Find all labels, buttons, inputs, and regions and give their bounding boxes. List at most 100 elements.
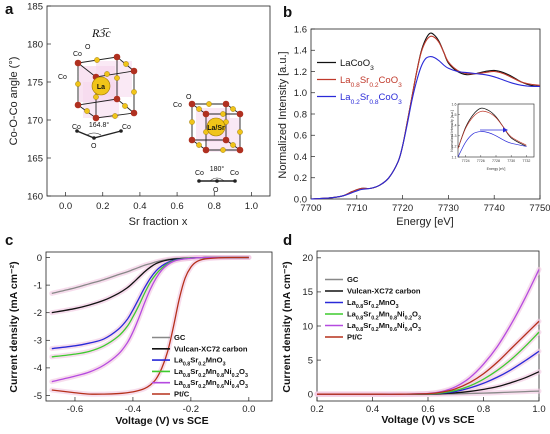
y-tick-label: 0 (308, 389, 313, 400)
series-error-band-2 (49, 254, 252, 352)
panel-label-b: b (283, 4, 292, 21)
panel-b: 7700 7710 7720 7730 7740 7750 0.0 0.2 0.4 0.6 0.8 1… (277, 24, 550, 228)
legend-label: GC (347, 275, 359, 284)
legend-label: La0.8Sr0.2Mn0.6Ni0.4O3 (347, 321, 421, 333)
co-atom (233, 179, 237, 183)
legend-label: Vulcan-XC72 carbon (174, 344, 248, 353)
angle-arc (86, 132, 102, 136)
x-tick-label: 0.4 (366, 404, 379, 415)
la-site-atom (91, 76, 111, 96)
y-tick-label: 1.2 (294, 67, 307, 78)
y-tick-label: 175 (27, 77, 43, 88)
inset-series-line-2 (457, 131, 527, 158)
inset-x-tick-label: 7732 (522, 159, 530, 163)
panel-a-xlabel: Sr fraction x (129, 216, 188, 228)
o-atom (237, 129, 243, 135)
y-tick-label: 0.6 (294, 131, 307, 142)
co-atom (130, 67, 138, 75)
inset-y-tick-label: 1.3 (452, 134, 457, 138)
o-atom (215, 179, 219, 183)
inset-x-tick-label: 7726 (477, 159, 485, 163)
legend-label: Pt/C (347, 333, 363, 342)
panel-d: 0.2 0.4 0.6 0.8 1.0 0 5 10 15 20 Voltage (V) vs S… (281, 250, 546, 426)
co-atom (236, 146, 244, 154)
y-tick-label: 20 (302, 253, 313, 264)
panel-label-c: c (5, 232, 13, 249)
y-tick-label: 0.4 (294, 152, 307, 163)
panel-a-ylabel: Co-O-Co angle (°) (8, 57, 20, 146)
x-tick-label: 7750 (529, 203, 550, 214)
x-tick-label: 0.8 (477, 404, 490, 415)
panel-a-frame (46, 5, 271, 197)
x-tick-label: 0.8 (208, 201, 221, 212)
y-tick-label: 0.0 (294, 194, 307, 205)
o-atom (131, 89, 137, 95)
co-atom (188, 136, 196, 144)
x-tick-label: 7720 (392, 203, 413, 214)
co-atom (188, 100, 196, 108)
legend-label: GC (174, 333, 186, 342)
legend-label: La0.8Sr0.2Mn0.8Ni0.2O3 (174, 367, 248, 379)
o-atom (122, 103, 128, 109)
legend-label: La0.8Sr0.2Mn0.6Ni0.4O3 (174, 378, 248, 390)
o-atom (104, 71, 110, 77)
panel-c: -0.6 -0.4 -0.2 0.0 -5 -4 -3 -2 -1 0 Voltage (V) v… (8, 251, 273, 427)
inset-y-tick-label: 1.5 (452, 113, 457, 117)
legend-label: Pt/C (174, 390, 190, 399)
x-tick-label: 0.0 (59, 201, 72, 212)
inset-y-tick-label: 1.6 (452, 102, 457, 106)
legend-label: La0.2Sr0.8CoO3 (340, 92, 402, 106)
atom-label: O (85, 44, 91, 51)
la-site-label: La (97, 84, 105, 91)
series-line-5 (316, 320, 540, 395)
x-tick-label: -0.2 (183, 404, 199, 415)
o-atom (84, 108, 90, 114)
inset-series-line-0 (457, 107, 527, 149)
o-atom (230, 142, 236, 148)
o-atom (230, 106, 236, 112)
o-atom (114, 75, 120, 81)
atom-label: Co (73, 51, 82, 58)
atom-label: O (91, 143, 97, 150)
co-atom (202, 110, 210, 118)
panel-d-xlabel: Voltage (V) vs SCE (381, 414, 474, 426)
panel-label-d: d (283, 232, 292, 249)
y-tick-label: 160 (27, 191, 43, 202)
inset-arrow-head (503, 127, 508, 133)
y-tick-label: 5 (308, 355, 313, 366)
legend-label: La0.8Sr0.2MnO3 (174, 356, 226, 368)
angle-label-1648: 164.8° (89, 121, 110, 129)
o-atom (196, 106, 202, 112)
y-tick-label: 1.4 (294, 46, 307, 57)
y-tick-label: 165 (27, 153, 43, 164)
panel-c-frame (45, 251, 273, 402)
y-tick-label: 1.6 (294, 24, 307, 35)
x-tick-label: 1.0 (245, 201, 258, 212)
atom-label: O (213, 187, 219, 194)
x-tick-label: 0.4 (133, 201, 146, 212)
co-atom (74, 59, 82, 67)
o-atom (112, 113, 118, 119)
inset-frame (457, 103, 535, 158)
co-o-co-bond (76, 130, 122, 139)
x-tick-label: 1.0 (532, 404, 545, 415)
y-tick-label: 0.2 (294, 173, 307, 184)
y-tick-label: -3 (34, 336, 42, 347)
co-atom (119, 129, 123, 133)
series-line-2 (316, 350, 540, 395)
o-atom (189, 119, 195, 125)
crystal-structure-laco: La Co Co O Co O Co 164.8° (58, 44, 138, 150)
legend-label: Vulcan-XC72 carbon (347, 287, 421, 296)
x-tick-label: 0.6 (170, 201, 183, 212)
inset-series-line-1 (457, 110, 527, 149)
x-tick-label: 0.2 (96, 201, 109, 212)
inset-ylabel: Normalized Intensity [a.u.] (450, 110, 454, 152)
inset-y-tick-label: 1.4 (452, 124, 457, 128)
x-tick-label: -0.6 (67, 404, 83, 415)
o-atom (220, 147, 226, 153)
inset-x-tick-label: 7724 (462, 159, 470, 163)
y-tick-label: 15 (302, 287, 313, 298)
y-tick-label: -2 (34, 308, 42, 319)
